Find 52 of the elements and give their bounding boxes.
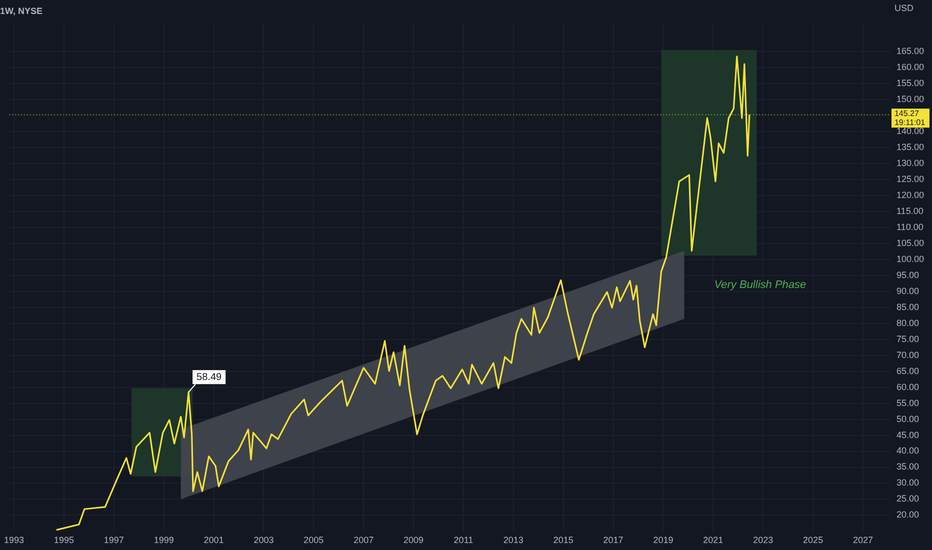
- y-tick-label: 155.00: [896, 78, 924, 88]
- y-tick-label: 85.00: [896, 302, 920, 312]
- x-tick-label: 2023: [753, 535, 774, 546]
- y-tick-label: 90.00: [896, 286, 920, 296]
- x-tick-label: 1997: [104, 535, 124, 546]
- y-tick-label: 130.00: [896, 158, 924, 168]
- y-tick-label: 100.00: [896, 254, 924, 264]
- y-tick-label: 110.00: [896, 222, 924, 232]
- x-tick-label: 2019: [653, 535, 674, 546]
- y-tick-label: 105.00: [896, 238, 924, 248]
- y-tick-label: 25.00: [896, 494, 920, 504]
- x-tick-label: 2017: [603, 535, 624, 546]
- y-tick-label: 45.00: [896, 430, 920, 440]
- y-tick-label: 50.00: [896, 414, 920, 424]
- y-tick-label: 55.00: [896, 398, 920, 408]
- ref-line-label: 145.27 19:11:01: [894, 108, 926, 127]
- y-tick-label: 125.00: [896, 174, 924, 184]
- y-tick-label: 65.00: [896, 366, 920, 376]
- annotation: Very Bullish Phase: [714, 278, 806, 291]
- y-tick-label: 60.00: [896, 382, 920, 392]
- y-tick-label: 140.00: [896, 126, 924, 136]
- y-tick-label: 115.00: [896, 206, 924, 216]
- y-tick-label: 40.00: [896, 446, 920, 456]
- y-tick-label: 135.00: [896, 142, 924, 152]
- x-tick-label: 2005: [304, 535, 324, 546]
- y-tick-label: 80.00: [896, 318, 920, 328]
- x-tick-label: 2025: [803, 535, 824, 546]
- y-tick-label: 35.00: [896, 462, 920, 472]
- y-tick-label: 20.00: [896, 510, 920, 520]
- x-tick-label: 2027: [852, 535, 874, 546]
- y-tick-label: 70.00: [896, 350, 920, 360]
- y-tick-label: 150.00: [896, 94, 924, 104]
- y-tick-label: 30.00: [896, 478, 920, 488]
- annotation: 58.49: [196, 372, 222, 383]
- x-tick-label: 2013: [503, 535, 524, 546]
- x-tick-label: 2009: [404, 535, 424, 546]
- x-tick-label: 2007: [354, 535, 374, 546]
- x-tick-label: 2001: [204, 535, 224, 546]
- y-tick-label: 95.00: [896, 270, 920, 280]
- x-tick-label: 2015: [553, 535, 574, 546]
- x-tick-label: 2021: [703, 535, 724, 546]
- x-tick-label: 2003: [254, 535, 274, 546]
- y-axis-title: USD: [894, 2, 914, 13]
- x-tick-label: 1995: [54, 535, 74, 546]
- x-tick-label: 1999: [154, 535, 174, 546]
- y-tick-label: 75.00: [896, 334, 920, 344]
- chart-title: 1W, NYSE: [0, 6, 43, 16]
- x-tick-label: 2011: [454, 535, 474, 546]
- y-tick-label: 165.00: [896, 46, 924, 56]
- y-tick-label: 160.00: [896, 62, 924, 72]
- x-tick-label: 1993: [4, 535, 24, 546]
- y-tick-label: 120.00: [896, 190, 924, 200]
